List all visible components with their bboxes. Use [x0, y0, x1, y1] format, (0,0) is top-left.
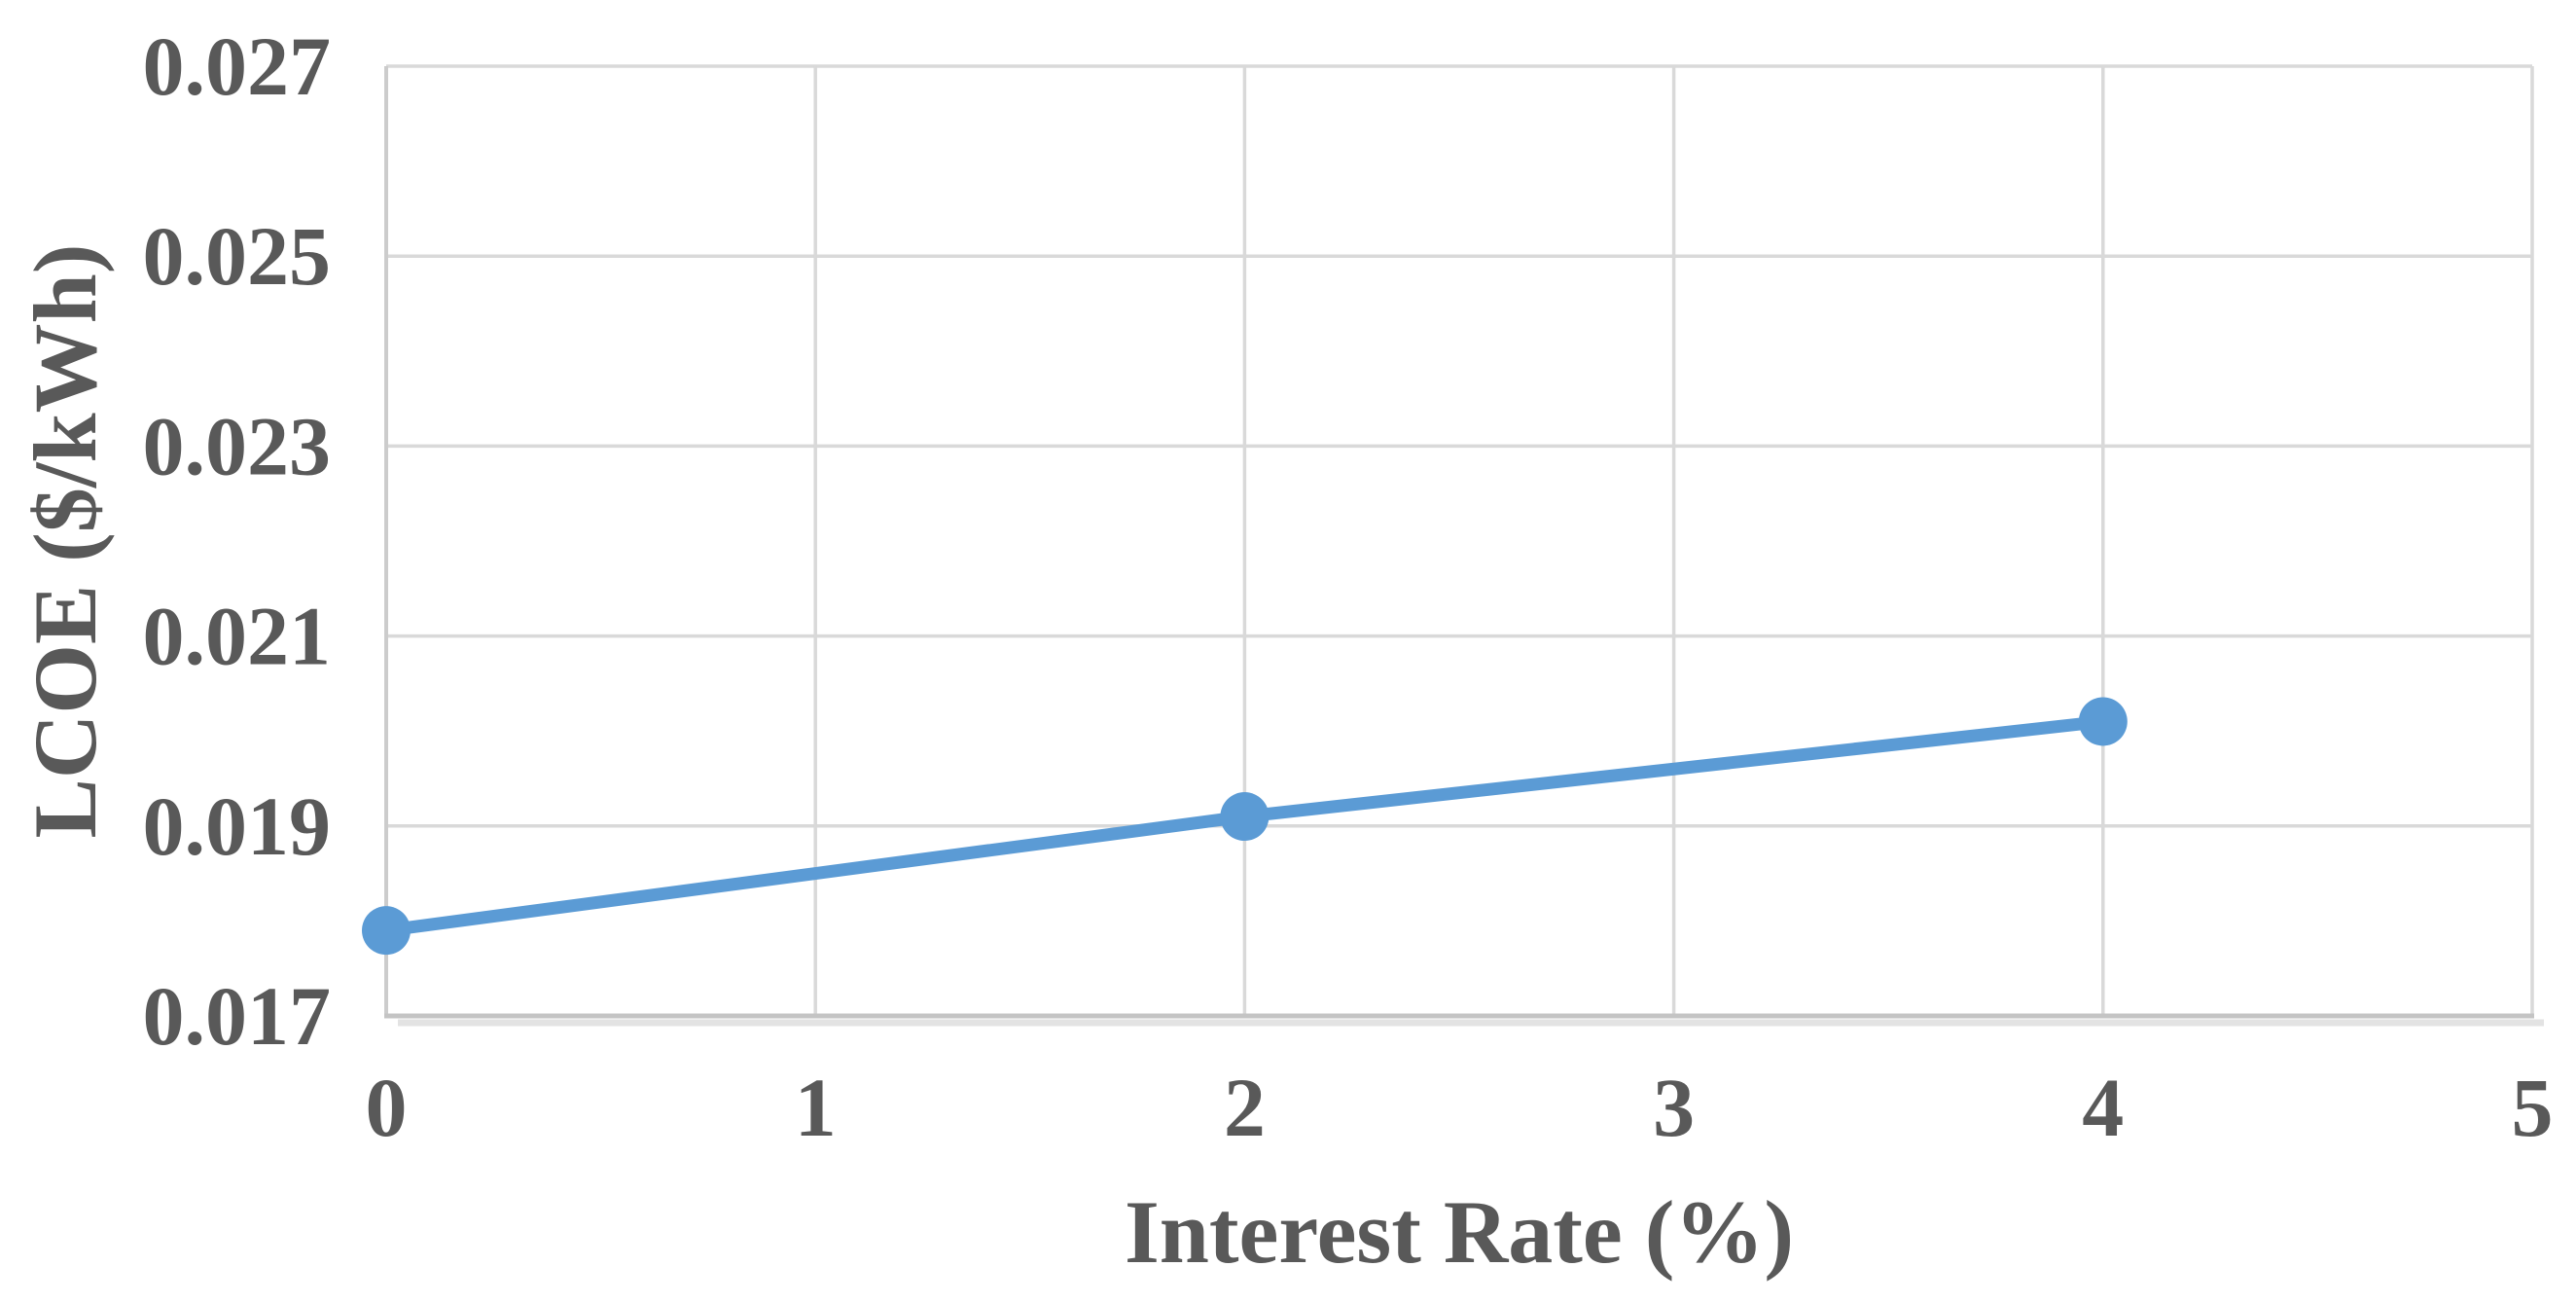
y-tick-label: 0.023: [143, 399, 332, 492]
y-tick-label: 0.027: [143, 19, 332, 113]
y-tick-label: 0.017: [143, 969, 332, 1063]
data-point-marker: [362, 906, 411, 956]
y-axis-tick-labels: 0.017 0.019 0.021 0.023 0.025 0.027: [143, 19, 332, 1063]
y-tick-label: 0.021: [143, 590, 332, 683]
x-tick-label: 5: [2512, 1061, 2554, 1154]
y-tick-label: 0.025: [143, 209, 332, 303]
x-tick-label: 3: [1653, 1061, 1695, 1154]
gridlines: [386, 64, 2534, 1016]
x-axis-title: Interest Rate (%): [1125, 1182, 1794, 1282]
data-series-line: [362, 697, 2128, 956]
x-tick-label: 4: [2082, 1061, 2124, 1154]
x-tick-label: 2: [1224, 1061, 1266, 1154]
x-tick-label: 1: [795, 1061, 837, 1154]
x-axis-tick-labels: 0 1 2 3 4 5: [366, 1061, 2554, 1154]
y-tick-label: 0.019: [143, 779, 332, 873]
y-axis-title: LCOE ($/kWh): [16, 244, 115, 839]
data-point-marker: [1220, 792, 1270, 842]
x-tick-label: 0: [366, 1061, 408, 1154]
axis-lines: [384, 66, 2544, 1027]
data-point-marker: [2078, 697, 2128, 746]
